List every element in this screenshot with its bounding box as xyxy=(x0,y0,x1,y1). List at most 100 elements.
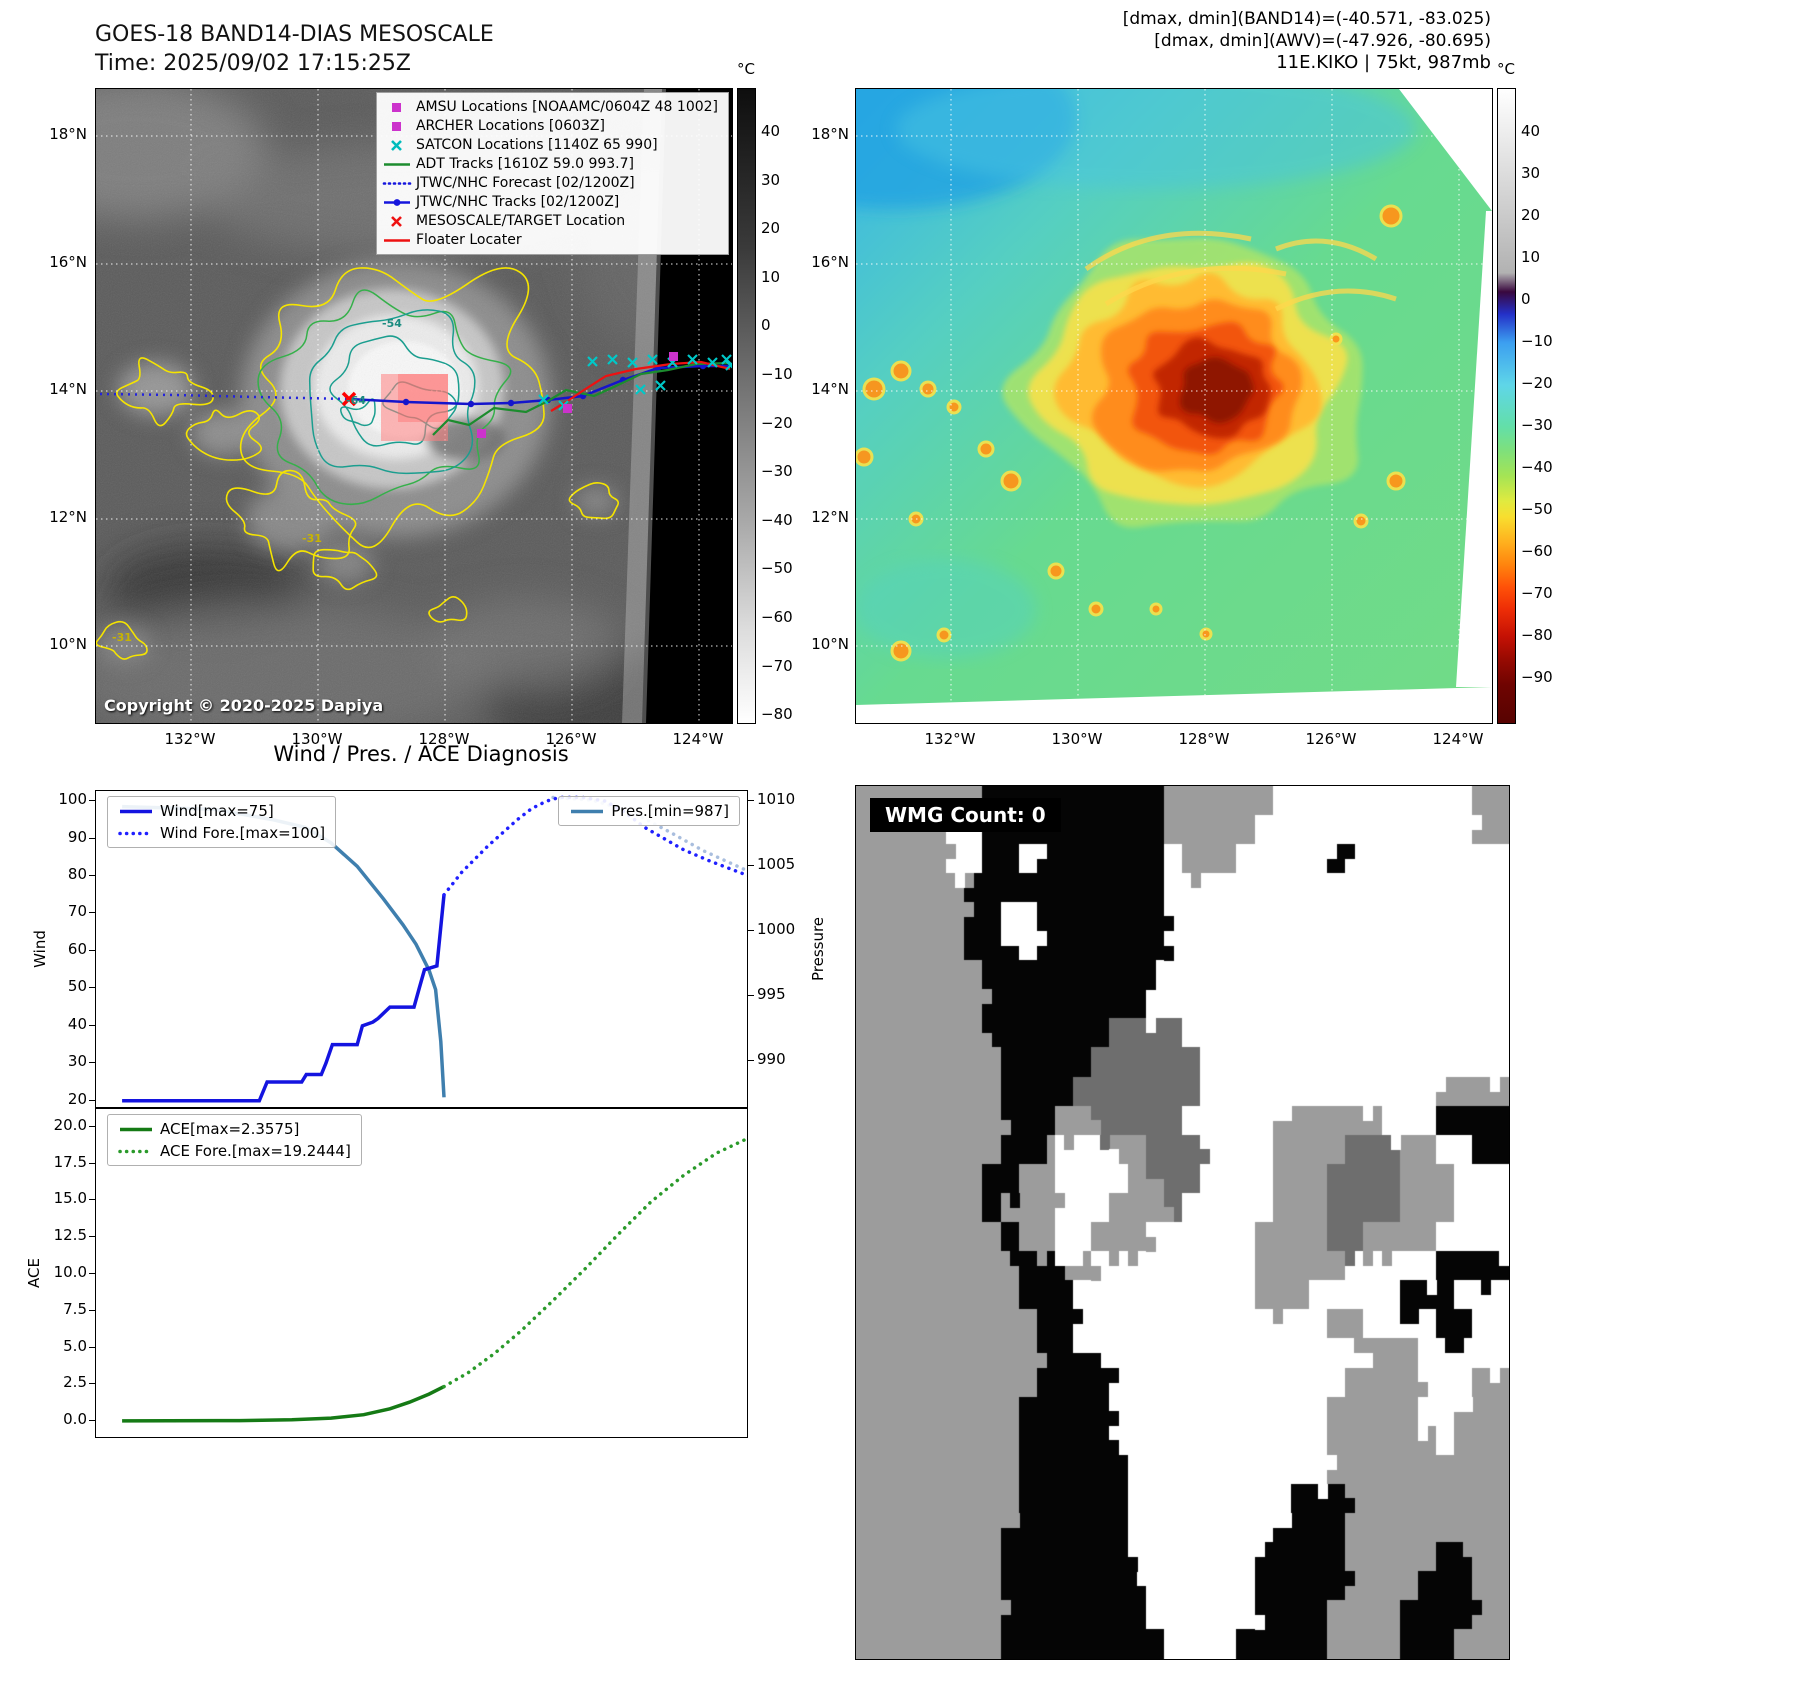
data-edge-white-corner xyxy=(1399,89,1492,211)
chart-ytick: 15.0 xyxy=(53,1189,87,1208)
legend-item: Wind Fore.[max=100] xyxy=(118,824,325,842)
convection-dot xyxy=(1199,627,1213,641)
square-marker-icon xyxy=(391,121,401,131)
contour-value-label: -54 xyxy=(382,317,402,330)
legend-item: ARCHER Locations [0603Z] xyxy=(381,117,718,135)
awv-colorbar-tick: 40 xyxy=(1521,122,1541,141)
legend-item-label: AMSU Locations [NOAAMC/0604Z 48 1002] xyxy=(415,99,718,115)
goes-colorbar-tick: 10 xyxy=(761,267,781,286)
awv-color-ir-panel xyxy=(855,88,1493,724)
mesoscale-target-x-icon xyxy=(341,391,357,407)
awv-lat-tick: 12°N xyxy=(811,508,849,527)
goes-colorbar-tick: 40 xyxy=(761,122,781,141)
line-marker-icon xyxy=(383,238,410,242)
scattered-convection-dots xyxy=(856,204,1406,662)
legend-item-label: ACE[max=2.3575] xyxy=(160,1120,300,1138)
awv-colorbar-unit: °C xyxy=(1497,60,1515,78)
legend-item: ADT Tracks [1610Z 59.0 993.7] xyxy=(381,155,718,173)
awv-lat-tick: 18°N xyxy=(811,125,849,144)
yellow-contour xyxy=(428,596,468,623)
awv-colorbar-tick: 10 xyxy=(1521,248,1541,267)
convection-dot xyxy=(919,380,937,398)
legend-item-label: JTWC/NHC Tracks [02/1200Z] xyxy=(415,194,620,210)
tick-mark xyxy=(89,837,95,839)
yellow-contour xyxy=(225,469,357,572)
goes-lat-tick: 18°N xyxy=(49,125,87,144)
diagnosis-title: Wind / Pres. / ACE Diagnosis xyxy=(273,742,569,766)
awv-colorbar-tick: −60 xyxy=(1521,542,1553,561)
goes-lon-tick: 130°W xyxy=(291,730,343,748)
legend-item-label: Pres.[min=987] xyxy=(611,802,729,820)
cold-air-regions xyxy=(856,89,1416,659)
awv-colorbar-tick: −80 xyxy=(1521,626,1553,645)
tick-mark xyxy=(89,1273,95,1274)
satcon-x-markers xyxy=(538,354,732,411)
awv-colorbar-tick: −20 xyxy=(1521,374,1553,393)
storm-warm-anomaly xyxy=(1002,238,1363,528)
line-marker-marker-icon xyxy=(383,198,410,206)
awv-dmax-dmin: [dmax, dmin](AWV)=(-47.926, -80.695) xyxy=(1154,31,1491,51)
goes-colorbar-tick: 20 xyxy=(761,219,781,238)
chart-ytick-right: 1010 xyxy=(757,790,796,809)
chart-ytick-right: 990 xyxy=(757,1050,786,1069)
goes-lon-tick: 132°W xyxy=(164,730,216,748)
chart-ytick: 50 xyxy=(67,977,87,996)
chart-ytick: 70 xyxy=(67,902,87,921)
tick-mark xyxy=(89,800,95,802)
awv-colorbar-tick: 0 xyxy=(1521,290,1531,309)
awv-colorbar-tick: −90 xyxy=(1521,668,1553,687)
mesoscale-target-box-inner xyxy=(398,374,448,422)
legend-item: JTWC/NHC Forecast [02/1200Z] xyxy=(381,174,718,192)
convection-dot xyxy=(1353,513,1369,529)
goes-colorbar-unit: °C xyxy=(737,60,755,78)
legend-item-label: SATCON Locations [1140Z 65 990] xyxy=(415,137,658,153)
legend-item: AMSU Locations [NOAAMC/0604Z 48 1002] xyxy=(381,98,718,116)
goes-lat-tick: 12°N xyxy=(49,508,87,527)
goes-lon-tick: 128°W xyxy=(418,730,470,748)
chart-ytick: 20.0 xyxy=(53,1115,87,1134)
awv-colorbar-tick: −50 xyxy=(1521,500,1553,519)
goes-colorbar xyxy=(737,88,756,724)
goes-colorbar-tick: −30 xyxy=(761,462,793,481)
contour-value-label: -64 xyxy=(346,394,366,407)
pressure-axis-label: Pressure xyxy=(809,916,827,982)
storm-id-intensity: 11E.KIKO | 75kt, 987mb xyxy=(1276,52,1491,73)
legend-item: ACE[max=2.3575] xyxy=(118,1120,351,1138)
chart-legend: Wind[max=75] Wind Fore.[max=100] xyxy=(107,796,337,848)
chart-ytick-right: 1005 xyxy=(757,855,796,874)
tick-mark xyxy=(748,930,754,932)
goes-colorbar-tick: −20 xyxy=(761,413,793,432)
data-edge-white-right xyxy=(1456,211,1492,687)
awv-colorbar-tick: 20 xyxy=(1521,206,1541,225)
chart-ytick: 20 xyxy=(67,1089,87,1108)
tick-mark xyxy=(89,1199,95,1201)
legend-item-label: Wind Fore.[max=100] xyxy=(160,824,326,842)
legend-item: Wind[max=75] xyxy=(118,802,325,820)
tick-mark xyxy=(89,1099,95,1101)
map-gridlines xyxy=(856,89,1492,723)
tick-mark xyxy=(748,865,754,867)
ACE[max=2.3575]-line xyxy=(122,1385,445,1423)
convection-dot xyxy=(1000,470,1022,492)
goes-colorbar-tick: −70 xyxy=(761,656,793,675)
goes-lon-tick: 126°W xyxy=(545,730,597,748)
contour-value-label: -31 xyxy=(112,631,132,644)
legend-item: SATCON Locations [1140Z 65 990] xyxy=(381,136,718,154)
goes-colorbar-tick: 30 xyxy=(761,170,781,189)
legend-item-label: ACE Fore.[max=19.2444] xyxy=(160,1142,351,1160)
wmg-panel: WMG Count: 0 xyxy=(855,785,1510,1660)
dotted-line-sample-icon xyxy=(118,1149,154,1153)
yellow-contour xyxy=(239,267,545,549)
wmg-count-badge: WMG Count: 0 xyxy=(870,798,1061,832)
goes-title: GOES-18 BAND14-DIAS MESOSCALE xyxy=(95,22,494,47)
legend-item-label: JTWC/NHC Forecast [02/1200Z] xyxy=(415,175,635,191)
chart-ytick: 12.5 xyxy=(53,1226,87,1245)
track-overlays xyxy=(99,352,732,438)
Pres.[min=987]-line xyxy=(122,804,446,1098)
tick-mark xyxy=(89,1236,95,1238)
yellow-contour xyxy=(312,548,378,591)
convection-dot xyxy=(1379,204,1403,228)
amsu-archer-squares xyxy=(477,352,678,438)
yellow-contour xyxy=(568,482,620,520)
chart-ytick: 10.0 xyxy=(53,1263,87,1282)
